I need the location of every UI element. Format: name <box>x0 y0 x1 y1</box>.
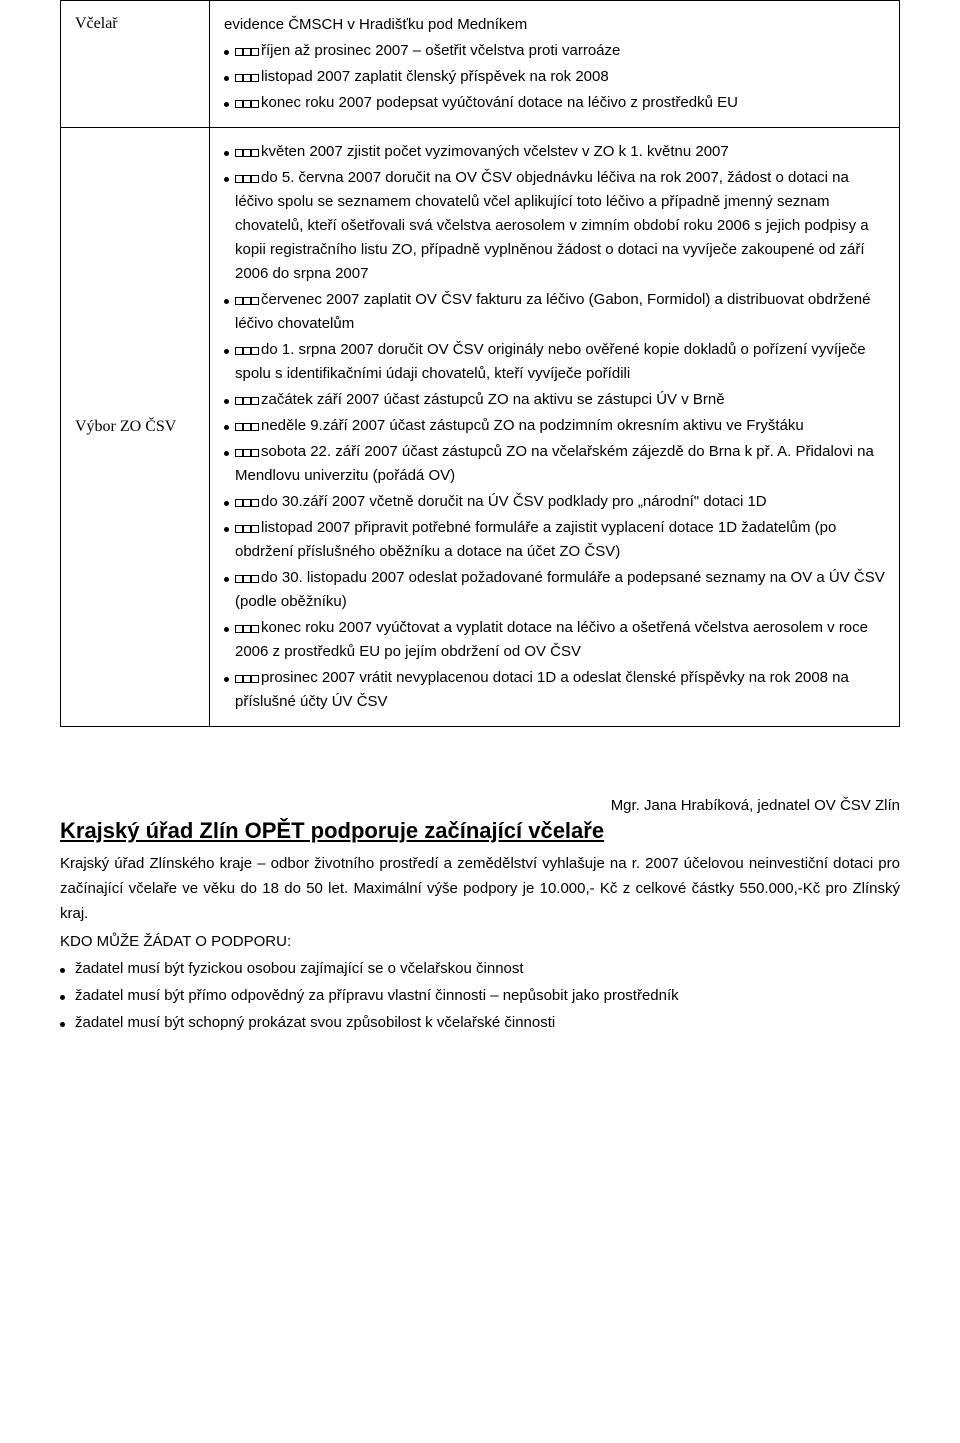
content-line: konec roku 2007 podepsat vyúčtování dota… <box>224 91 885 115</box>
list-item-text: žadatel musí být přímo odpovědný za příp… <box>75 984 679 1009</box>
bullet-dot-icon <box>224 501 229 506</box>
bullet-text: konec roku 2007 vyúčtovat a vyplatit dot… <box>235 616 885 664</box>
bullet-text: do 5. června 2007 doručit na OV ČSV obje… <box>235 166 885 286</box>
content-line: neděle 9.září 2007 účast zástupců ZO na … <box>224 414 885 438</box>
content-line: do 5. června 2007 doručit na OV ČSV obje… <box>224 166 885 286</box>
checkbox-boxes-icon <box>235 518 259 539</box>
row2-label: Výbor ZO ČSV <box>75 418 176 435</box>
bullet-text: sobota 22. září 2007 účast zástupců ZO n… <box>235 440 885 488</box>
checkbox-boxes-icon <box>235 492 259 513</box>
bullet-text: do 30. listopadu 2007 odeslat požadované… <box>235 566 885 614</box>
checkbox-boxes-icon <box>235 168 259 189</box>
main-table: Včelař evidence ČMSCH v Hradišťku pod Me… <box>60 0 900 727</box>
bullet-text: listopad 2007 připravit potřebné formulá… <box>235 516 885 564</box>
content-line: květen 2007 zjistit počet vyzimovaných v… <box>224 140 885 164</box>
bullet-dot-icon <box>224 425 229 430</box>
content-line: do 1. srpna 2007 doručit OV ČSV originál… <box>224 338 885 386</box>
bullet-text: neděle 9.září 2007 účast zástupců ZO na … <box>235 414 804 438</box>
bullet-dot-icon <box>224 76 229 81</box>
content-line: listopad 2007 připravit potřebné formulá… <box>224 516 885 564</box>
list-item: žadatel musí být přímo odpovědný za příp… <box>60 984 900 1009</box>
document-page: Včelař evidence ČMSCH v Hradišťku pod Me… <box>0 0 960 1077</box>
bullet-dot-icon <box>224 299 229 304</box>
bullet-dot-icon <box>224 50 229 55</box>
bullet-list: žadatel musí být fyzickou osobou zajímaj… <box>60 957 900 1035</box>
bullet-dot-icon <box>224 627 229 632</box>
bullet-dot-icon <box>224 451 229 456</box>
bullet-text: červenec 2007 zaplatit OV ČSV fakturu za… <box>235 288 885 336</box>
table-row: Výbor ZO ČSV květen 2007 zjistit počet v… <box>61 128 900 727</box>
checkbox-boxes-icon <box>235 41 259 62</box>
bullet-dot-icon <box>224 577 229 582</box>
section-title: Krajský úřad Zlín OPĚT podporuje začínaj… <box>60 818 900 844</box>
bullet-dot-icon <box>224 349 229 354</box>
bullet-dot-icon <box>224 151 229 156</box>
checkbox-boxes-icon <box>235 390 259 411</box>
checkbox-boxes-icon <box>235 93 259 114</box>
checkbox-boxes-icon <box>235 416 259 437</box>
row1-left-cell: Včelař <box>61 1 210 128</box>
bullet-text: začátek září 2007 účast zástupců ZO na a… <box>235 388 725 412</box>
bullet-text: říjen až prosinec 2007 – ošetřit včelstv… <box>235 39 620 63</box>
bullet-text: listopad 2007 zaplatit členský příspěvek… <box>235 65 609 89</box>
checkbox-boxes-icon <box>235 340 259 361</box>
content-line: do 30. listopadu 2007 odeslat požadované… <box>224 566 885 614</box>
bullet-dot-icon <box>224 677 229 682</box>
bullet-text: květen 2007 zjistit počet vyzimovaných v… <box>235 140 729 164</box>
list-item: žadatel musí být fyzickou osobou zajímaj… <box>60 957 900 982</box>
content-line: sobota 22. září 2007 účast zástupců ZO n… <box>224 440 885 488</box>
bullet-dot-icon <box>60 995 65 1000</box>
checkbox-boxes-icon <box>235 568 259 589</box>
table-row: Včelař evidence ČMSCH v Hradišťku pod Me… <box>61 1 900 128</box>
row1-right-cell: evidence ČMSCH v Hradišťku pod Medníkemř… <box>210 1 900 128</box>
section-subheading: KDO MŮŽE ŽÁDAT O PODPORU: <box>60 930 900 955</box>
bullet-dot-icon <box>60 968 65 973</box>
checkbox-boxes-icon <box>235 442 259 463</box>
bullet-dot-icon <box>224 399 229 404</box>
list-item: žadatel musí být schopný prokázat svou z… <box>60 1011 900 1036</box>
checkbox-boxes-icon <box>235 618 259 639</box>
row2-right-cell: květen 2007 zjistit počet vyzimovaných v… <box>210 128 900 727</box>
content-line: do 30.září 2007 včetně doručit na ÚV ČSV… <box>224 490 885 514</box>
bullet-dot-icon <box>60 1022 65 1027</box>
content-line: listopad 2007 zaplatit členský příspěvek… <box>224 65 885 89</box>
bullet-dot-icon <box>224 527 229 532</box>
section-paragraph: Krajský úřad Zlínského kraje – odbor živ… <box>60 852 900 926</box>
content-line: konec roku 2007 vyúčtovat a vyplatit dot… <box>224 616 885 664</box>
bullet-text: konec roku 2007 podepsat vyúčtování dota… <box>235 91 738 115</box>
content-line: prosinec 2007 vrátit nevyplacenou dotaci… <box>224 666 885 714</box>
bullet-dot-icon <box>224 177 229 182</box>
checkbox-boxes-icon <box>235 67 259 88</box>
list-item-text: žadatel musí být schopný prokázat svou z… <box>75 1011 555 1036</box>
bullet-text: do 1. srpna 2007 doručit OV ČSV originál… <box>235 338 885 386</box>
checkbox-boxes-icon <box>235 290 259 311</box>
checkbox-boxes-icon <box>235 142 259 163</box>
signature-line: Mgr. Jana Hrabíková, jednatel OV ČSV Zlí… <box>60 797 900 814</box>
content-line: červenec 2007 zaplatit OV ČSV fakturu za… <box>224 288 885 336</box>
content-line: říjen až prosinec 2007 – ošetřit včelstv… <box>224 39 885 63</box>
row2-left-cell: Výbor ZO ČSV <box>61 128 210 727</box>
row1-label: Včelař <box>75 15 118 32</box>
checkbox-boxes-icon <box>235 668 259 689</box>
content-line: evidence ČMSCH v Hradišťku pod Medníkem <box>224 13 885 37</box>
list-item-text: žadatel musí být fyzickou osobou zajímaj… <box>75 957 524 982</box>
content-line: začátek září 2007 účast zástupců ZO na a… <box>224 388 885 412</box>
bullet-text: do 30.září 2007 včetně doručit na ÚV ČSV… <box>235 490 767 514</box>
bullet-dot-icon <box>224 102 229 107</box>
bullet-text: prosinec 2007 vrátit nevyplacenou dotaci… <box>235 666 885 714</box>
